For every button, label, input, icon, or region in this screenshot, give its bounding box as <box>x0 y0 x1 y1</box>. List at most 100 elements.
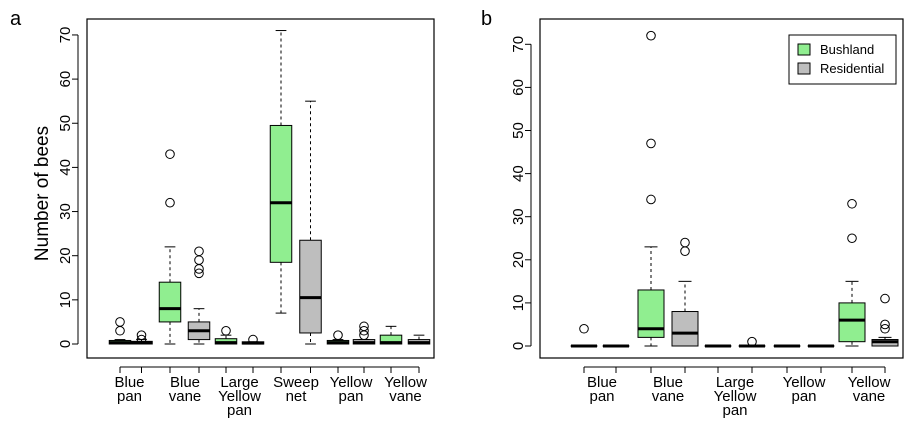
plot-frame <box>539 18 904 359</box>
outlier-point <box>680 246 690 256</box>
y-axis-label: Number of bees <box>32 126 53 261</box>
legend-label-residential: Residential <box>820 61 884 76</box>
box-iqr <box>299 239 322 334</box>
box-iqr <box>671 311 699 347</box>
box-iqr <box>158 281 182 323</box>
category-label: Yellow <box>714 388 757 405</box>
box-residential-4 <box>871 293 899 347</box>
outlier-point <box>880 319 890 330</box>
category-label: vane <box>652 388 685 405</box>
box-bushland-4 <box>838 198 866 347</box>
box-iqr <box>637 289 665 338</box>
category-label: Blue <box>587 374 617 391</box>
outlier-point <box>646 194 656 205</box>
box-bushland-0 <box>570 323 598 348</box>
box-bushland-0 <box>108 317 132 345</box>
outlier-point <box>136 330 147 340</box>
box-bushland-4 <box>326 330 350 345</box>
category-label: net <box>286 388 308 405</box>
outlier-point <box>136 334 147 345</box>
outlier-point <box>359 325 369 336</box>
outlier-point <box>194 246 204 257</box>
category-label: Yellow <box>384 374 427 391</box>
box-bushland-2 <box>214 325 238 345</box>
category-label: Yellow <box>218 388 261 405</box>
plot-frame <box>86 18 435 359</box>
y-tick-label: 30 <box>510 208 527 225</box>
outlier-point <box>847 233 857 244</box>
box-bushland-1 <box>158 149 182 345</box>
category-label: vane <box>389 388 422 405</box>
box-residential-5 <box>407 334 431 345</box>
legend: Bushland Residential <box>788 34 897 85</box>
outlier-point <box>194 268 204 279</box>
y-tick-label: 50 <box>510 122 527 139</box>
box-bushland-5 <box>379 325 403 345</box>
outlier-point <box>747 336 757 347</box>
box-bushland-3 <box>269 30 293 314</box>
category-label: Large <box>716 374 754 391</box>
panel-letter: a <box>10 8 22 30</box>
category-label: pan <box>722 402 747 419</box>
category-label: Yellow <box>848 374 891 391</box>
outlier-point <box>165 197 175 208</box>
outlier-point <box>847 198 857 209</box>
legend-box <box>788 34 897 85</box>
y-tick-label: 10 <box>57 292 74 309</box>
panel-b: b010203040506070BluepanBluevaneLargeYell… <box>481 8 904 419</box>
category-label: Blue <box>653 374 683 391</box>
outlier-point <box>646 138 656 149</box>
y-tick-label: 40 <box>510 165 527 182</box>
outlier-point <box>115 317 125 327</box>
outlier-point <box>194 255 204 265</box>
category-label: vane <box>169 388 202 405</box>
outlier-point <box>165 149 175 159</box>
box-residential-2 <box>738 336 766 348</box>
y-tick-label: 20 <box>510 251 527 268</box>
y-tick-label: 0 <box>57 340 74 348</box>
y-tick-label: 0 <box>510 342 527 350</box>
outlier-point <box>333 330 343 340</box>
outlier-point <box>359 321 369 332</box>
box-bushland-1 <box>637 30 665 347</box>
box-iqr <box>269 124 293 263</box>
outlier-point <box>248 334 258 345</box>
category-label: Blue <box>114 374 144 391</box>
category-label: pan <box>589 388 614 405</box>
y-tick-label: 40 <box>57 159 74 176</box>
category-label: vane <box>853 388 886 405</box>
y-tick-label: 20 <box>57 247 74 264</box>
legend-swatch-bushland <box>797 43 811 56</box>
category-label: pan <box>117 388 142 405</box>
category-label: Sweep <box>273 374 319 391</box>
category-label: pan <box>227 402 252 419</box>
category-label: Yellow <box>330 374 373 391</box>
category-label: pan <box>791 388 816 405</box>
legend-swatch-residential <box>797 62 811 75</box>
box-residential-1 <box>187 246 211 345</box>
box-iqr <box>838 302 866 343</box>
box-residential-4 <box>352 321 376 345</box>
outlier-point <box>880 293 890 304</box>
y-tick-label: 50 <box>57 115 74 132</box>
legend-label-bushland: Bushland <box>820 42 874 57</box>
y-tick-label: 10 <box>510 295 527 312</box>
category-label: pan <box>338 388 363 405</box>
outlier-point <box>115 325 125 336</box>
outlier-point <box>221 325 231 336</box>
box-residential-1 <box>671 237 699 347</box>
outlier-point <box>680 237 690 248</box>
y-tick-label: 60 <box>510 79 527 96</box>
outlier-point <box>880 323 890 334</box>
category-label: Large <box>220 374 258 391</box>
box-residential-0 <box>130 330 153 345</box>
outlier-point <box>646 30 656 41</box>
y-tick-label: 30 <box>57 203 74 220</box>
category-label: Blue <box>170 374 200 391</box>
box-residential-3 <box>299 100 322 345</box>
box-residential-2 <box>241 334 265 345</box>
outlier-point <box>579 323 589 334</box>
y-tick-label: 70 <box>57 27 74 44</box>
